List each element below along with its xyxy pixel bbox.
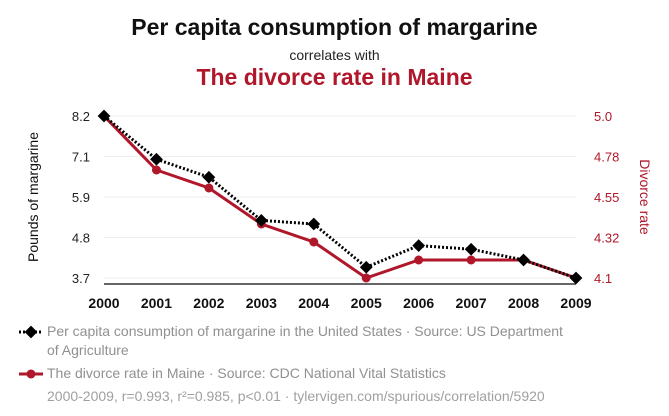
legend-label-margarine: Per capita consumption of margarine in t… bbox=[47, 323, 563, 358]
point-divorce bbox=[361, 273, 371, 283]
legend-marker-divorce bbox=[19, 369, 43, 379]
x-tick-label: 2002 bbox=[193, 295, 224, 311]
chart-subtitle: correlates with bbox=[289, 47, 380, 63]
y-tick-right: 5.0 bbox=[594, 109, 612, 124]
gridlines bbox=[104, 115, 576, 279]
x-tick-label: 2001 bbox=[141, 295, 172, 311]
legend-label-divorce: The divorce rate in Maine · Source: CDC … bbox=[47, 365, 446, 381]
point-margarine bbox=[569, 271, 583, 285]
legend-item-divorce[interactable]: The divorce rate in Maine · Source: CDC … bbox=[18, 364, 567, 383]
y-tick-right: 4.32 bbox=[594, 231, 619, 246]
y-axis-label-left: Pounds of margarine bbox=[25, 132, 41, 262]
point-divorce bbox=[414, 255, 424, 265]
y-tick-right: 4.55 bbox=[594, 190, 619, 205]
chart-footer: 2000-2009, r=0.993, r²=0.985, p<0.01 · t… bbox=[47, 388, 545, 404]
y-axis-left: 3.7 4.8 5.9 7.1 8.2 Pounds of margarine bbox=[25, 109, 90, 286]
x-tick-label: 2006 bbox=[403, 295, 434, 311]
x-tick-label: 2004 bbox=[298, 295, 329, 311]
point-divorce bbox=[309, 237, 319, 247]
point-margarine bbox=[307, 217, 321, 231]
chart-title: Per capita consumption of margarine bbox=[131, 14, 538, 40]
x-tick-label: 2005 bbox=[351, 295, 382, 311]
y-tick-left: 5.9 bbox=[72, 190, 90, 205]
chart-title-secondary: The divorce rate in Maine bbox=[196, 64, 473, 90]
point-margarine bbox=[359, 260, 373, 274]
x-tick-label: 2000 bbox=[88, 295, 119, 311]
y-tick-left: 7.1 bbox=[72, 150, 90, 165]
point-divorce bbox=[151, 165, 161, 175]
point-margarine bbox=[412, 239, 426, 252]
y-tick-left: 3.7 bbox=[72, 271, 90, 286]
x-tick-label: 2008 bbox=[508, 295, 539, 311]
x-tick-label: 2009 bbox=[560, 295, 591, 311]
y-axis-label-right: Divorce rate bbox=[637, 159, 653, 235]
x-tick-label: 2003 bbox=[246, 295, 277, 311]
point-margarine bbox=[150, 152, 163, 166]
series-line-divorce bbox=[102, 114, 577, 280]
x-axis: 2000 2001 2002 2003 2004 2005 2006 2007 2008 2009 bbox=[88, 283, 592, 311]
point-margarine bbox=[517, 253, 530, 267]
y-tick-left: 8.2 bbox=[72, 109, 90, 124]
point-margarine bbox=[254, 214, 268, 227]
point-margarine bbox=[464, 242, 478, 256]
x-tick-label: 2007 bbox=[456, 295, 487, 311]
y-tick-right: 4.78 bbox=[594, 150, 619, 165]
line-chart: 2000 2001 2002 2003 2004 2005 2006 2007 2008 2009… bbox=[25, 109, 653, 311]
y-axis-right: 4.1 4.32 4.55 4.78 5.0 Divorce rate bbox=[594, 109, 653, 286]
point-margarine bbox=[202, 170, 216, 184]
point-divorce bbox=[204, 183, 214, 193]
legend-item-margarine[interactable]: Per capita consumption of margarine in t… bbox=[18, 322, 567, 360]
y-tick-left: 4.8 bbox=[72, 231, 90, 246]
y-tick-right: 4.1 bbox=[594, 271, 612, 286]
legend-marker-margarine bbox=[19, 325, 43, 339]
series-line-margarine bbox=[103, 114, 577, 280]
point-divorce bbox=[466, 255, 476, 265]
